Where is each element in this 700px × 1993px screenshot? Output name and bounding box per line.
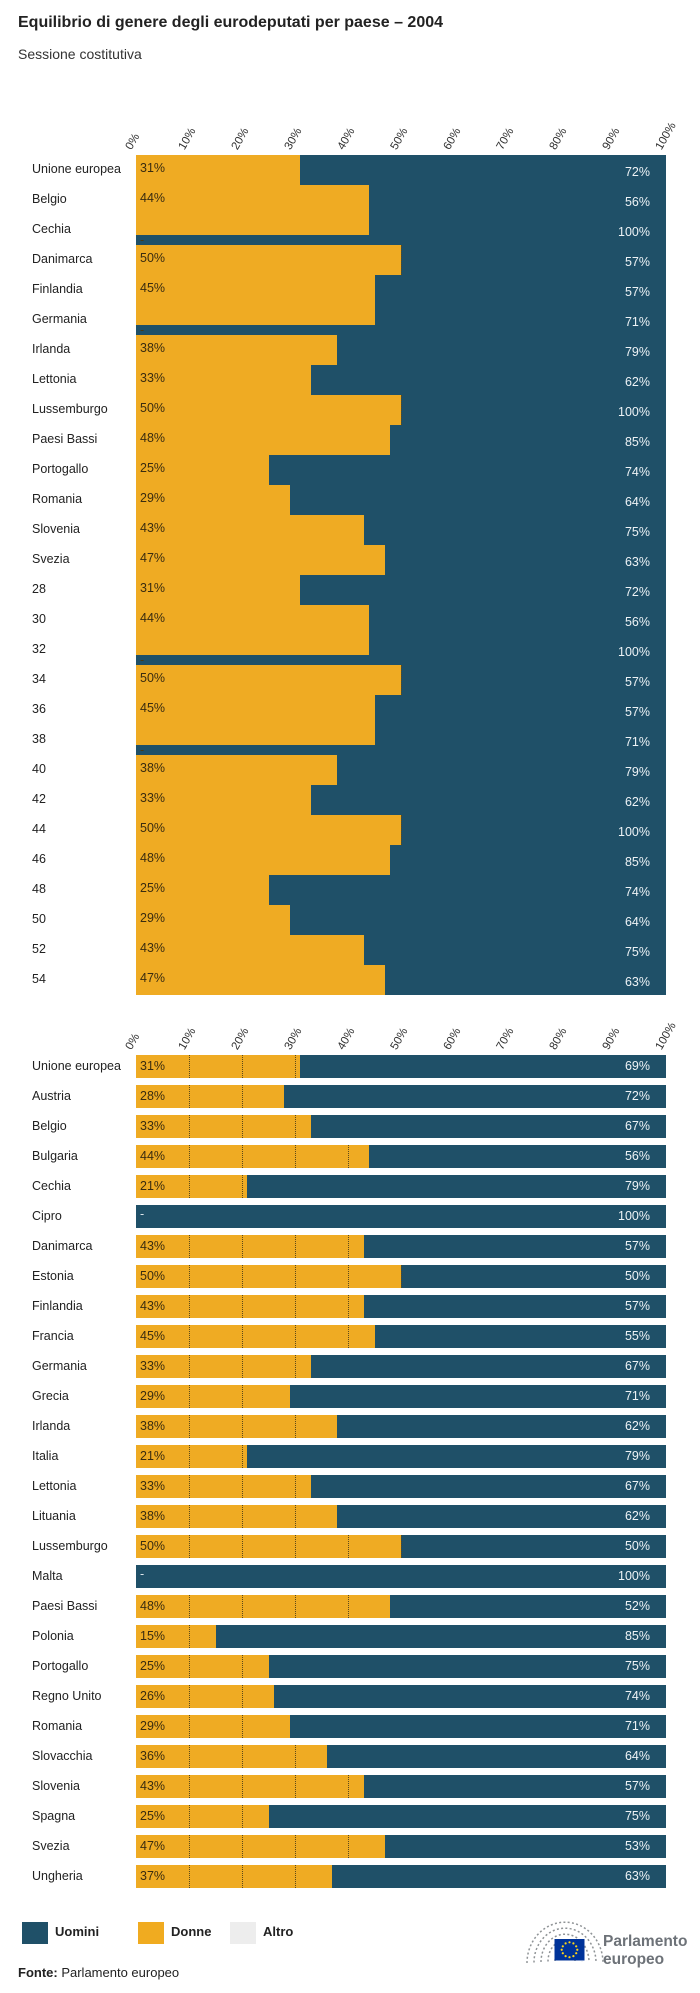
svg-text:europeo: europeo: [603, 1951, 664, 1968]
svg-text:Parlamento: Parlamento: [603, 1933, 687, 1950]
